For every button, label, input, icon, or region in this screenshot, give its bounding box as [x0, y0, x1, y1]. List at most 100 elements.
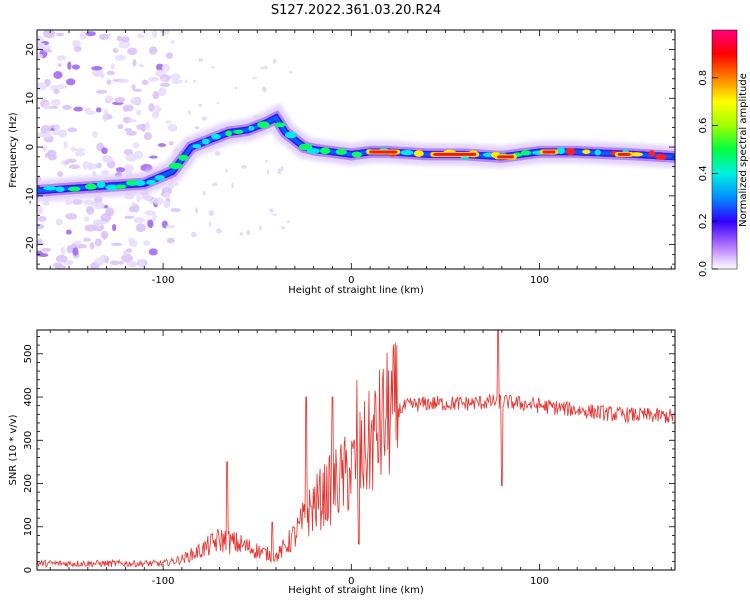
noise-speckle — [51, 98, 61, 106]
noise-speckle — [57, 171, 63, 177]
ridge-blob — [248, 125, 255, 131]
ridge-blob — [306, 148, 320, 154]
ridge-blob — [351, 151, 362, 158]
noise-speckle — [141, 79, 149, 85]
noise-speckle — [195, 207, 199, 214]
noise-speckle — [94, 201, 105, 210]
noise-speckle — [73, 46, 82, 52]
ridge-blob — [168, 162, 183, 170]
noise-speckle — [37, 82, 48, 91]
noise-speckle — [56, 32, 65, 37]
noise-speckle — [138, 63, 145, 68]
noise-speckle — [83, 216, 90, 222]
ridge-blob — [134, 180, 146, 187]
y-tick-label: 100 — [23, 517, 34, 536]
spectrogram-frame — [36, 29, 676, 270]
noise-speckle — [84, 224, 97, 232]
noise-speckle — [141, 123, 146, 132]
noise-speckle — [191, 231, 197, 238]
ridge-peak-segment — [617, 152, 631, 156]
ridge-blob — [192, 144, 202, 149]
noise-speckle — [109, 260, 121, 265]
noise-speckle — [98, 33, 109, 40]
spectrogram-x-axis-label: Height of straight line (km) — [288, 285, 424, 296]
noise-speckle — [104, 95, 114, 103]
noise-speckle — [83, 237, 91, 242]
noise-speckle — [44, 130, 52, 139]
noise-speckle — [100, 254, 107, 262]
snr-series-line — [37, 330, 675, 568]
noise-speckle — [264, 159, 269, 163]
noise-speckle — [68, 164, 81, 169]
noise-speckle — [163, 200, 170, 209]
noise-speckle — [65, 229, 72, 235]
ridge-peak-segment — [433, 152, 477, 156]
noise-speckle — [72, 199, 83, 205]
ridge-blob — [154, 175, 165, 181]
ridge-blob — [556, 147, 565, 155]
noise-speckle — [241, 164, 247, 169]
noise-speckle — [266, 169, 269, 175]
noise-speckle — [85, 205, 95, 215]
noise-speckle — [91, 65, 103, 71]
noise-speckle — [100, 230, 109, 239]
noise-speckle — [264, 65, 268, 70]
ridge-blob — [335, 148, 347, 155]
noise-speckle — [37, 42, 46, 49]
noise-speckle — [91, 170, 97, 177]
snr-frame — [36, 329, 676, 571]
ridge-blob — [413, 150, 424, 157]
ridge-blob — [85, 183, 97, 190]
noise-speckle — [231, 183, 234, 189]
y-tick-label: 300 — [23, 431, 34, 450]
noise-speckle — [57, 129, 67, 138]
noise-speckle — [106, 70, 115, 76]
noise-speckle — [277, 168, 282, 175]
noise-speckle — [153, 197, 164, 205]
noise-speckle — [75, 148, 86, 153]
y-tick-label: 20 — [25, 43, 36, 56]
noise-speckle — [37, 215, 47, 222]
colorbar-tick-label: 0.0 — [698, 261, 709, 277]
noise-speckle — [160, 77, 168, 81]
snr-x-axis-label: Height of straight line (km) — [288, 585, 424, 596]
noise-speckle — [57, 63, 62, 67]
noise-speckle — [148, 46, 158, 55]
noise-speckle — [131, 84, 136, 90]
noise-speckle — [260, 66, 266, 70]
snr-panel: -100 0 100 0 100 200 300 400 500 Height of strai… — [8, 329, 676, 596]
noise-speckle — [60, 246, 66, 256]
y-tick-label: 400 — [23, 387, 34, 406]
noise-speckle — [201, 116, 207, 121]
noise-speckle — [55, 84, 68, 90]
noise-speckle — [112, 48, 119, 54]
noise-speckle — [252, 76, 258, 80]
noise-speckle — [112, 223, 117, 232]
noise-speckle — [53, 88, 60, 95]
colorbar-label: Normalized spectral amplitude — [738, 73, 749, 227]
noise-speckle — [272, 213, 278, 216]
y-tick-label: 0 — [25, 144, 36, 150]
noise-speckle — [55, 254, 68, 263]
ridge-blob — [565, 148, 576, 156]
y-tick-label: 0 — [23, 567, 34, 573]
noise-speckle — [121, 253, 133, 263]
noise-speckle — [187, 110, 191, 115]
noise-speckle — [100, 213, 112, 222]
noise-speckle — [123, 164, 134, 173]
noise-speckle — [37, 223, 45, 229]
x-tick-label: 100 — [530, 576, 549, 587]
noise-speckle — [85, 110, 96, 115]
noise-speckle — [129, 240, 138, 248]
noise-speckle — [73, 240, 82, 246]
noise-speckle — [37, 206, 43, 215]
ridge-blob — [648, 150, 656, 157]
noise-speckle — [73, 106, 83, 112]
noise-speckle — [136, 195, 141, 203]
noise-speckle — [158, 87, 167, 97]
noise-speckle — [153, 105, 162, 113]
y-tick-label: 500 — [23, 344, 34, 363]
noise-speckle — [132, 88, 143, 92]
noise-speckle — [117, 124, 124, 130]
